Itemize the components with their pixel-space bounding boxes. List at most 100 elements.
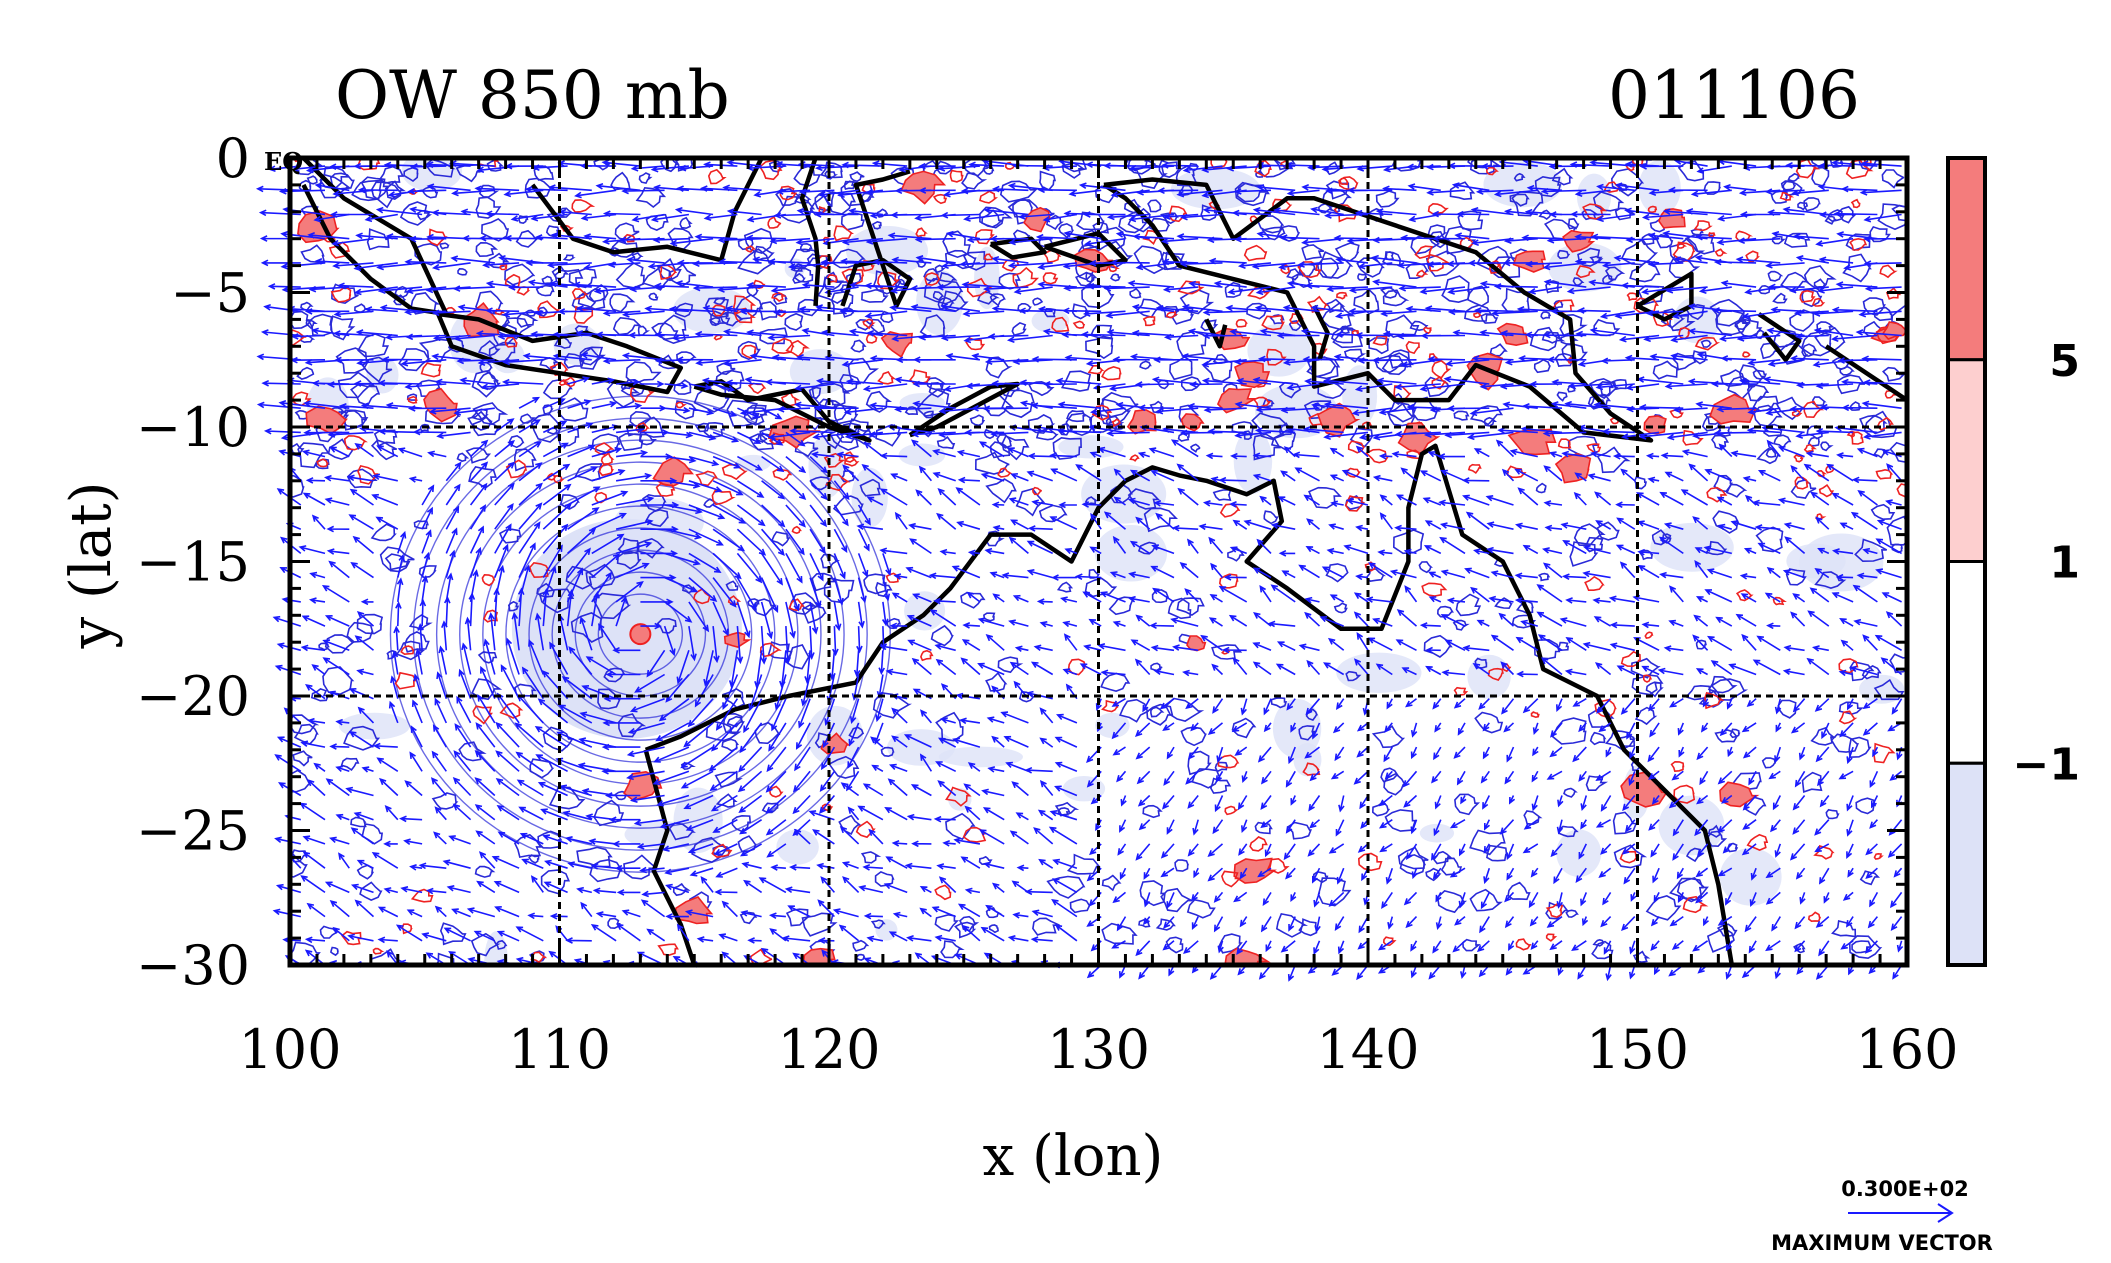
negative-contour	[370, 523, 397, 542]
positive-contour	[713, 334, 724, 341]
wind-vector	[412, 428, 447, 436]
wind-vector	[1033, 644, 1053, 652]
positive-contour	[1562, 229, 1596, 253]
negative-contour	[1629, 260, 1661, 283]
wind-vector	[333, 310, 374, 318]
wind-vector	[646, 928, 666, 942]
wind-vector	[1008, 497, 1029, 506]
negative-contour	[969, 414, 986, 427]
wind-vector	[616, 378, 641, 386]
wind-vector	[1015, 812, 1029, 821]
positive-contour	[1896, 483, 1907, 500]
wind-vector	[353, 162, 398, 170]
negative-contour	[1881, 169, 1905, 189]
negative-contour	[1179, 289, 1215, 315]
wind-vector	[1007, 447, 1029, 458]
negative-contour	[585, 563, 617, 590]
negative-contour	[486, 158, 505, 172]
negative-contour	[617, 537, 640, 555]
positive-contour	[1142, 315, 1156, 327]
positive-contour	[695, 470, 719, 487]
negative-contour	[1101, 391, 1139, 418]
wind-vector	[626, 746, 665, 758]
wind-vector	[1088, 618, 1102, 627]
y-tick-label: −10	[136, 396, 250, 459]
wind-vector	[567, 444, 596, 458]
negative-contour	[1254, 821, 1273, 835]
colorbar	[1946, 156, 1987, 967]
wind-vector	[1037, 281, 1077, 288]
wind-vector	[494, 418, 515, 434]
wind-vector	[337, 282, 374, 290]
wind-vector	[801, 281, 835, 289]
wind-vector	[1062, 620, 1078, 628]
wind-vector	[1049, 516, 1078, 530]
negative-contour	[1317, 877, 1352, 907]
wind-vector	[314, 182, 350, 192]
wind-vector	[741, 861, 762, 869]
wind-vector	[914, 236, 956, 243]
wind-vector	[417, 623, 424, 651]
negative-contour	[630, 251, 644, 261]
positive-contour	[1584, 575, 1605, 591]
wind-vector	[495, 721, 520, 748]
wind-vector	[957, 476, 980, 484]
positive-contour	[423, 387, 458, 423]
wind-vector	[669, 237, 714, 247]
wind-vector	[581, 788, 617, 797]
wind-vector	[612, 646, 641, 654]
negative-contour	[1797, 201, 1809, 211]
shading-patch	[875, 919, 898, 941]
wind-vector	[395, 924, 423, 942]
wind-vector	[664, 455, 697, 464]
wind-vector	[654, 331, 689, 339]
wind-vector	[627, 722, 665, 735]
negative-contour	[1591, 940, 1614, 960]
negative-contour	[529, 758, 555, 779]
wind-vector	[305, 477, 326, 484]
negative-contour	[871, 220, 882, 230]
wind-vector	[935, 658, 957, 676]
wind-vector	[313, 762, 326, 772]
negative-contour	[356, 864, 375, 880]
negative-contour	[808, 386, 822, 400]
negative-contour	[1333, 602, 1348, 614]
shading-patch	[484, 931, 508, 965]
positive-contour	[1108, 264, 1120, 273]
wind-vector	[530, 213, 568, 222]
negative-contour	[290, 474, 305, 498]
wind-vector	[700, 876, 714, 893]
negative-contour	[1127, 158, 1156, 175]
wind-vector	[715, 698, 739, 731]
negative-contour	[962, 250, 987, 271]
wind-vector	[415, 647, 423, 675]
wind-vector	[591, 469, 626, 482]
wind-vector	[592, 887, 617, 895]
wind-vector	[882, 553, 892, 577]
wind-vector	[410, 163, 447, 171]
wind-vector	[413, 673, 423, 699]
positive-contour	[1336, 291, 1348, 300]
vector-key-arrow	[1848, 1203, 1954, 1223]
negative-contour	[714, 771, 743, 788]
wind-vector	[918, 187, 956, 194]
wind-vector	[937, 488, 957, 506]
negative-contour	[1714, 729, 1739, 743]
wind-vector	[591, 512, 627, 530]
negative-contour	[869, 318, 886, 334]
negative-contour	[307, 313, 333, 337]
positive-contour	[1219, 503, 1241, 518]
wind-vector	[879, 643, 908, 652]
wind-vector	[712, 504, 747, 524]
negative-contour	[471, 678, 503, 701]
wind-vector	[1011, 880, 1029, 894]
wind-vector	[406, 909, 423, 918]
positive-contour	[1129, 454, 1140, 462]
wind-vector	[761, 480, 786, 500]
wind-vector	[978, 441, 1005, 458]
wind-vector	[494, 502, 514, 530]
vortex-ring	[412, 417, 868, 851]
negative-contour	[801, 912, 838, 937]
wind-vector	[326, 525, 350, 533]
wind-vector	[740, 910, 762, 918]
